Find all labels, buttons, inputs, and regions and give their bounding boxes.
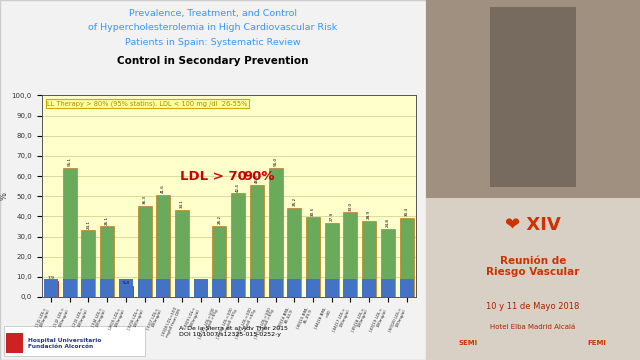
Bar — [138, 279, 152, 297]
Bar — [4, 326, 145, 356]
Text: 55.0: 55.0 — [273, 157, 278, 166]
Text: Patients in Spain: Systematic Review: Patients in Spain: Systematic Review — [125, 38, 301, 47]
Bar — [490, 7, 576, 187]
Text: 34.1: 34.1 — [180, 200, 184, 208]
Bar — [362, 279, 376, 297]
Bar — [381, 229, 395, 297]
Text: 90%: 90% — [244, 170, 275, 183]
Bar — [119, 279, 133, 297]
Text: 36.3: 36.3 — [143, 195, 147, 204]
Bar — [44, 281, 58, 297]
Text: Hospital Universitario
Fundación Alcorcón: Hospital Universitario Fundación Alcorcó… — [28, 338, 101, 349]
Bar — [156, 195, 170, 297]
Text: 41.6: 41.6 — [161, 185, 165, 193]
Text: 26.1: 26.1 — [105, 216, 109, 225]
Bar — [287, 208, 301, 297]
Text: LL Therapy > 80% (95% statins). LDL < 100 mg /dl  26-55%: LL Therapy > 80% (95% statins). LDL < 10… — [47, 100, 248, 107]
Bar — [119, 286, 133, 297]
Text: 7.9: 7.9 — [47, 276, 54, 280]
Text: Control in Secondary Prevention: Control in Secondary Prevention — [117, 56, 308, 66]
Text: 30.4: 30.4 — [404, 207, 408, 216]
Text: 35.2: 35.2 — [292, 197, 296, 206]
Bar — [212, 279, 227, 297]
Y-axis label: %: % — [0, 192, 9, 200]
Bar — [63, 279, 77, 297]
Bar — [231, 193, 245, 297]
Bar — [250, 185, 264, 297]
Bar — [269, 168, 283, 297]
Bar — [306, 217, 320, 297]
Bar — [81, 279, 95, 297]
Bar — [44, 279, 58, 297]
Text: SEMI: SEMI — [459, 339, 478, 346]
Bar — [306, 279, 320, 297]
Bar — [362, 221, 376, 297]
Bar — [324, 222, 339, 297]
Bar — [344, 212, 358, 297]
Bar — [63, 168, 77, 297]
Text: 28.9: 28.9 — [367, 210, 371, 219]
Bar — [399, 279, 413, 297]
Bar — [344, 279, 358, 297]
Bar — [381, 279, 395, 297]
Text: Hotel Elba Madrid Alcalá: Hotel Elba Madrid Alcalá — [490, 324, 575, 330]
Bar — [287, 279, 301, 297]
Text: 26.2: 26.2 — [218, 215, 221, 224]
Text: 42.4: 42.4 — [236, 183, 240, 192]
Text: 5.3: 5.3 — [122, 281, 129, 285]
Text: Prevalence, Treatment, and Control: Prevalence, Treatment, and Control — [129, 9, 297, 18]
Bar — [212, 226, 227, 297]
Text: 24.1: 24.1 — [86, 220, 90, 229]
Bar — [100, 226, 114, 297]
Bar — [81, 230, 95, 297]
Text: 46.5: 46.5 — [255, 175, 259, 184]
Bar — [324, 279, 339, 297]
Text: Reunión de
Riesgo Vascular: Reunión de Riesgo Vascular — [486, 256, 579, 277]
Bar — [231, 279, 245, 297]
Text: 55.1: 55.1 — [68, 157, 72, 166]
Text: FEMI: FEMI — [588, 339, 607, 346]
Text: LDL > 70: LDL > 70 — [180, 170, 247, 183]
Bar — [399, 217, 413, 297]
Text: ❤ XIV: ❤ XIV — [505, 216, 561, 234]
Text: 10 y 11 de Mayo 2018: 10 y 11 de Mayo 2018 — [486, 302, 579, 311]
Text: 30.5: 30.5 — [311, 207, 315, 216]
Bar — [100, 279, 114, 297]
Text: 24.8: 24.8 — [386, 218, 390, 227]
Text: A. De la Sierra et al Adv Ther 2015
DOI 10.1007/s12325-015-0252-y: A. De la Sierra et al Adv Ther 2015 DOI … — [179, 326, 287, 337]
Bar — [269, 279, 283, 297]
Text: 33.0: 33.0 — [348, 202, 353, 211]
Bar — [175, 279, 189, 297]
Text: 27.9: 27.9 — [330, 212, 334, 221]
Bar — [426, 198, 640, 360]
Bar — [138, 206, 152, 297]
Bar — [250, 279, 264, 297]
Bar — [6, 333, 24, 353]
Bar — [426, 0, 640, 198]
Bar — [156, 279, 170, 297]
Text: of Hypercholesterolemia in High Cardiovascular Risk: of Hypercholesterolemia in High Cardiova… — [88, 23, 337, 32]
Bar — [175, 210, 189, 297]
Bar — [194, 279, 208, 297]
